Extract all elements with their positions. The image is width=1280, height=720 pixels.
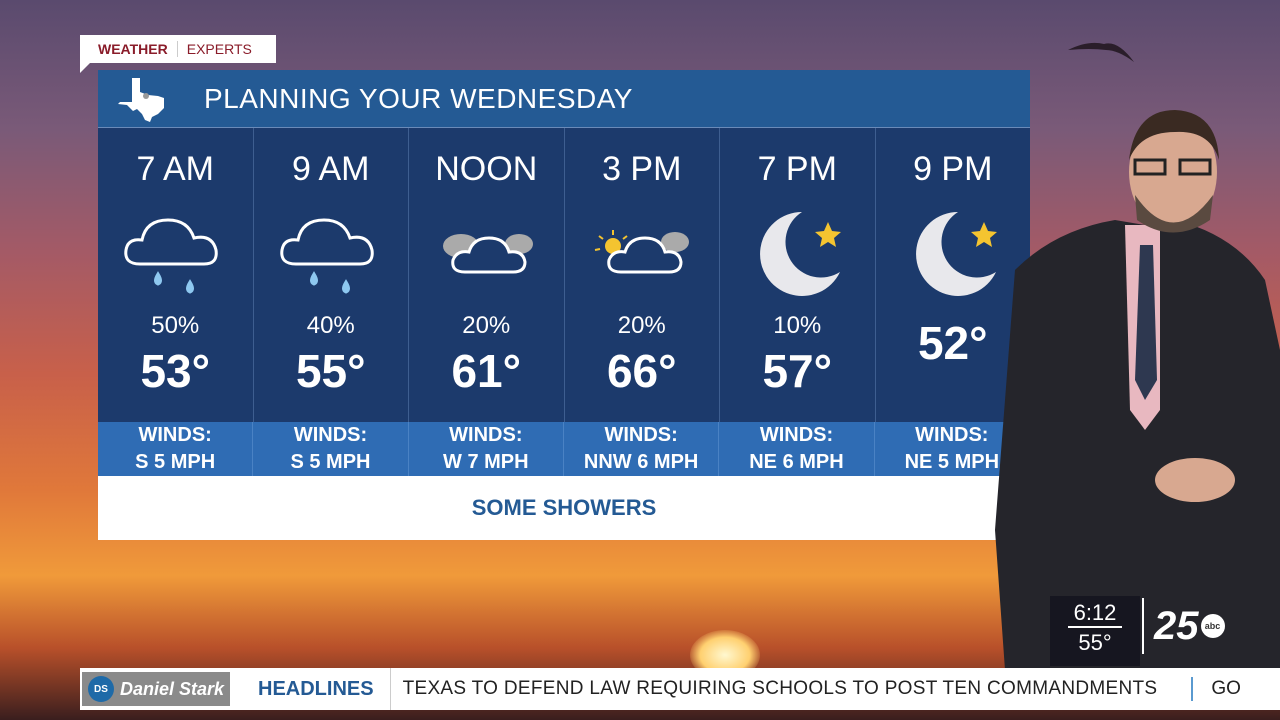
winds-label: WINDS: [138,424,212,446]
tag-divider [176,41,178,57]
weather-experts-tag: WEATHER EXPERTS [80,35,276,73]
forecast-time: 7 PM [757,150,837,188]
temperature: 61° [451,345,522,397]
temperature: 53° [140,345,211,397]
winds-label: WINDS: [759,424,834,446]
time-temp-bug: 6:12 55° [1050,596,1140,666]
forecast-time: 9 PM [913,150,993,188]
moon-star-icon [760,212,842,296]
ticker-divider [1191,677,1194,701]
ticker-label: HEADLINES [230,668,391,710]
sponsor-logo: DS Daniel Stark [82,672,230,706]
winds-row: WINDS: S 5 MPH WINDS: S 5 MPH WINDS: W 7 MPH W… [98,422,1030,476]
tag-weather: WEATHER [98,41,168,57]
precip-chance: 40% [306,312,355,339]
summary-bar: SOME SHOWERS [98,476,1030,540]
winds-cell: WINDS: NE 6 MPH [719,422,875,476]
forecast-column: 7 PM 10% 57° [720,128,876,422]
partly-sunny-icon [594,230,689,274]
forecast-column: 7 AM 50% 53° [98,128,254,422]
abc-logo: abc [1200,614,1225,638]
cloudy-icon [443,234,534,274]
winds-value: W 7 MPH [443,451,529,473]
winds-label: WINDS: [449,424,523,446]
current-temp: 55° [1078,630,1112,655]
forecast-column: 9 AM 40% 55° [254,128,409,422]
sponsor-name: Daniel Stark [120,678,225,699]
moon-star-icon [915,212,997,296]
ticker-headline: TEXAS TO DEFEND LAW REQUIRING SCHOOLS TO… [402,678,1158,699]
winds-cell: WINDS: W 7 MPH [409,422,564,476]
clock-time: 6:12 [1068,596,1122,628]
forecast-column: NOON 20% 61° [409,128,565,422]
temperature: 66° [606,345,677,397]
forecast-column: 3 PM 20% 66° [565,128,720,422]
forecast-columns: 7 AM 50% 53° 9 AM 40% 55° NOON 20% 61° 3 PM… [98,128,1030,422]
forecast-panel: PLANNING YOUR WEDNESDAY 7 AM 50% 53° 9 AM… [98,70,1030,540]
forecast-time: 9 AM [292,150,370,188]
rain-cloud-icon [124,218,218,294]
precip-chance: 50% [151,312,200,339]
winds-cell: WINDS: S 5 MPH [253,422,409,476]
precip-chance: 20% [462,312,511,339]
page-title: PLANNING YOUR WEDNESDAY [204,82,633,114]
station-logo: 25 abc [1142,598,1225,654]
winds-cell: WINDS: NE 5 MPH [875,422,1030,476]
forecast-time: NOON [435,150,538,188]
winds-value: S 5 MPH [290,451,371,473]
texas-map-icon [118,77,164,122]
temperature: 57° [762,345,833,397]
bird-silhouette [1068,42,1134,62]
forecast-time: 3 PM [602,150,682,188]
winds-value: NNW 6 MPH [583,451,699,473]
winds-label: WINDS: [604,424,678,446]
temperature: 55° [295,345,366,397]
winds-value: NE 5 MPH [904,451,1000,473]
ticker-next-headline: GO [1211,678,1241,699]
precip-chance: 10% [773,312,822,339]
forecast-time: 7 AM [136,150,214,188]
rain-cloud-icon [280,218,374,294]
station-number: 25 [1154,603,1199,648]
sponsor-initials: DS [88,676,114,702]
summary-text: SOME SHOWERS [471,495,657,520]
panel-header: PLANNING YOUR WEDNESDAY [98,70,1030,128]
winds-label: WINDS: [915,424,989,446]
news-ticker: DS Daniel Stark HEADLINES TEXAS TO DEFEN… [80,668,1280,710]
precip-chance: 20% [617,312,666,339]
temperature: 52° [917,317,988,369]
meteorologist [995,110,1280,670]
winds-value: NE 6 MPH [749,451,844,473]
winds-value: S 5 MPH [135,451,216,473]
winds-cell: WINDS: NNW 6 MPH [564,422,720,476]
tag-experts: EXPERTS [186,41,252,57]
winds-cell: WINDS: S 5 MPH [98,422,254,476]
winds-label: WINDS: [293,424,368,446]
forecast-column: 9 PM 52° [876,128,1031,422]
